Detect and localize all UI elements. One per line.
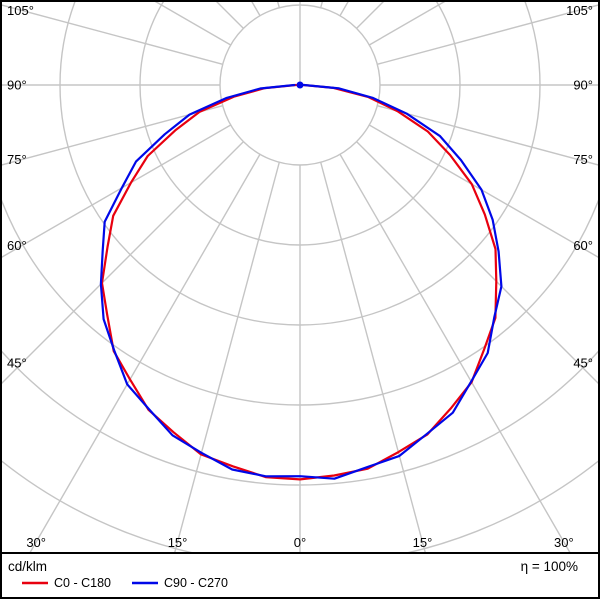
origin-marker bbox=[296, 81, 304, 89]
grid-ray bbox=[368, 124, 598, 258]
angle-label: 60° bbox=[7, 238, 27, 253]
angle-label: 30° bbox=[554, 535, 574, 550]
efficiency-label: η = 100% bbox=[521, 559, 578, 574]
angle-label: 105° bbox=[566, 3, 593, 18]
grid-ray bbox=[377, 4, 598, 65]
grid-ray bbox=[377, 105, 598, 166]
angle-label: 15° bbox=[168, 535, 188, 550]
angle-label: 45° bbox=[7, 356, 27, 371]
grid-ray bbox=[2, 141, 244, 384]
angle-label: 75° bbox=[7, 152, 27, 167]
legend-label-c0-c180: C0 - C180 bbox=[54, 576, 111, 590]
grid-ray bbox=[339, 153, 572, 553]
angle-label: 45° bbox=[573, 356, 593, 371]
angle-label: 30° bbox=[26, 535, 46, 550]
grid-ray bbox=[2, 124, 232, 258]
curve-c90-c270 bbox=[99, 83, 503, 480]
grid-ray bbox=[173, 162, 280, 553]
curve-c0-c180 bbox=[100, 83, 498, 481]
angle-label: 15° bbox=[413, 535, 433, 550]
angle-label: 90° bbox=[573, 78, 593, 93]
unit-label: cd/klm bbox=[8, 559, 47, 574]
grid-ray bbox=[2, 105, 223, 166]
angle-label: 105° bbox=[7, 3, 34, 18]
angle-labels: 105° 105° 90° 90° 75° 75° 60° 60° 45° 45° 30° 15° 0°… bbox=[7, 3, 593, 550]
grid-ray bbox=[356, 141, 598, 384]
angle-label: 60° bbox=[573, 238, 593, 253]
grid-ray bbox=[320, 162, 427, 553]
grid-ray bbox=[28, 153, 261, 553]
angle-label: 0° bbox=[294, 535, 306, 550]
grid-ray bbox=[2, 4, 223, 65]
angle-label: 75° bbox=[573, 152, 593, 167]
angle-label: 90° bbox=[7, 78, 27, 93]
legend-label-c90-c270: C90 - C270 bbox=[164, 576, 228, 590]
